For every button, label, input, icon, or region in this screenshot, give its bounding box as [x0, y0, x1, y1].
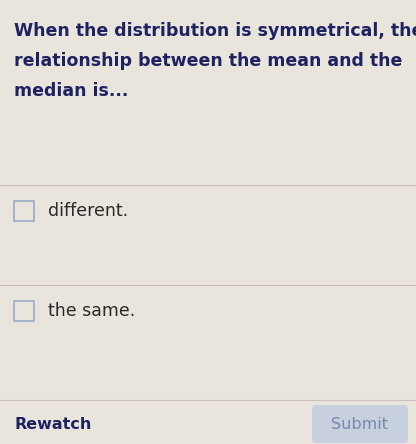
FancyBboxPatch shape: [14, 301, 34, 321]
Text: relationship between the mean and the: relationship between the mean and the: [14, 52, 402, 70]
Text: Rewatch: Rewatch: [14, 416, 92, 432]
Text: different.: different.: [48, 202, 128, 220]
FancyBboxPatch shape: [14, 201, 34, 221]
FancyBboxPatch shape: [312, 405, 408, 443]
Text: median is...: median is...: [14, 82, 129, 100]
Text: Submit: Submit: [332, 416, 389, 432]
Text: When the distribution is symmetrical, the: When the distribution is symmetrical, th…: [14, 22, 416, 40]
Text: the same.: the same.: [48, 302, 135, 320]
